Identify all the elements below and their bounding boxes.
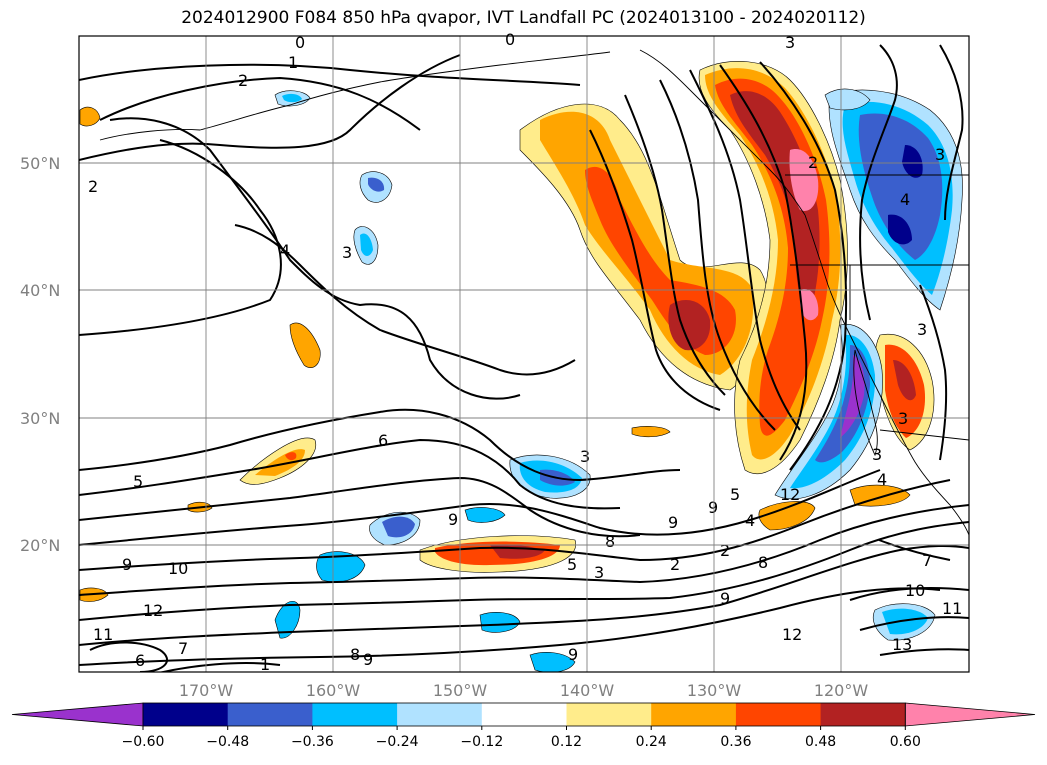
colorbar-cell (312, 703, 397, 726)
lon-label: 120°W (814, 681, 869, 700)
lat-axis-labels: 50°N 40°N 30°N 20°N (20, 154, 60, 555)
contour-label: 3 (917, 320, 927, 339)
contour-label: 9 (122, 555, 132, 574)
contour-label: 9 (448, 510, 458, 529)
colorbar-tick-label: 0.60 (890, 734, 921, 750)
contour-label: 5 (730, 485, 740, 504)
lon-label: 160°W (306, 681, 361, 700)
lon-label: 170°W (179, 681, 234, 700)
colorbar-tick-label: −0.60 (122, 734, 165, 750)
contour-label: 9 (363, 650, 373, 669)
lat-label: 20°N (20, 536, 60, 555)
colorbar-tick-label: −0.24 (376, 734, 419, 750)
colorbar-cells (12, 703, 1035, 726)
contour-label: 2 (720, 541, 730, 560)
colorbar-cell (397, 703, 482, 726)
contour-label: 3 (580, 447, 590, 466)
contour-label: 9 (720, 589, 730, 608)
contour-label: 2 (670, 555, 680, 574)
contour-label: 2 (88, 177, 98, 196)
lat-label: 50°N (20, 154, 60, 173)
lat-label: 40°N (20, 281, 60, 300)
contour-label: 3 (898, 409, 908, 428)
colorbar-outline (143, 703, 905, 726)
colorbar-ticks: −0.60 −0.48 −0.36 −0.24 −0.12 0.12 0.24 0.36 0.4… (122, 726, 921, 750)
contour-label: 7 (922, 551, 932, 570)
colorbar-cell (567, 703, 652, 726)
contour-label: 2 (808, 153, 818, 172)
contour-label: 12 (780, 485, 800, 504)
map-plot: 0 1 2 0 3 2 3 4 3 4 3 2 6 3 5 9 9 9 8 2 … (0, 0, 1047, 700)
contour-label: 11 (942, 599, 962, 618)
lon-axis-labels: 170°W 160°W 150°W 140°W 130°W 120°W (179, 681, 869, 700)
colorbar-tick-label: 0.36 (720, 734, 751, 750)
contour-label: 3 (342, 243, 352, 262)
contour-label: 9 (708, 498, 718, 517)
contour-label: 7 (178, 639, 188, 658)
colorbar-cell (482, 703, 567, 726)
contour-label: 11 (93, 625, 113, 644)
contour-label: 12 (782, 625, 802, 644)
contour-label: 5 (133, 472, 143, 491)
colorbar-tick-label: 0.12 (551, 734, 582, 750)
contour-label: 2 (238, 71, 248, 90)
contour-label: 10 (168, 559, 188, 578)
colorbar-tick-label: 0.48 (805, 734, 836, 750)
contour-label: 4 (877, 470, 887, 489)
contour-label: 1 (288, 53, 298, 72)
contour-label: 3 (872, 445, 882, 464)
colorbar-extend-min (12, 703, 143, 726)
contour-label: 8 (605, 532, 615, 551)
contour-label: 6 (135, 651, 145, 670)
contour-label: 8 (350, 645, 360, 664)
lon-label: 130°W (687, 681, 742, 700)
colorbar-tick-label: −0.48 (206, 734, 249, 750)
contour-label: 3 (935, 145, 945, 164)
contour-label: 5 (567, 555, 577, 574)
contour-label: 4 (745, 511, 755, 530)
contour-label: 3 (594, 563, 604, 582)
contour-label: 4 (280, 241, 290, 260)
colorbar-tick-label: −0.12 (460, 734, 503, 750)
colorbar-cell (821, 703, 906, 726)
colorbar-extend-max (905, 703, 1035, 726)
colorbar-tick-label: 0.24 (636, 734, 667, 750)
contour-label: 1 (260, 655, 270, 674)
colorbar-cell (228, 703, 313, 726)
lon-label: 150°W (433, 681, 488, 700)
colorbar-cell (143, 703, 228, 726)
contour-label: 9 (568, 645, 578, 664)
contour-label: 9 (668, 513, 678, 532)
contour-label: 12 (143, 601, 163, 620)
contour-label: 6 (378, 431, 388, 450)
colorbar-cell (651, 703, 736, 726)
lon-label: 140°W (560, 681, 615, 700)
contour-label: 0 (505, 30, 515, 49)
contour-label: 10 (905, 581, 925, 600)
colorbar-cell (736, 703, 821, 726)
contour-label: 13 (892, 635, 912, 654)
contour-label: 8 (758, 553, 768, 572)
lat-label: 30°N (20, 409, 60, 428)
colorbar-tick-label: −0.36 (291, 734, 334, 750)
contour-label: 4 (900, 190, 910, 209)
